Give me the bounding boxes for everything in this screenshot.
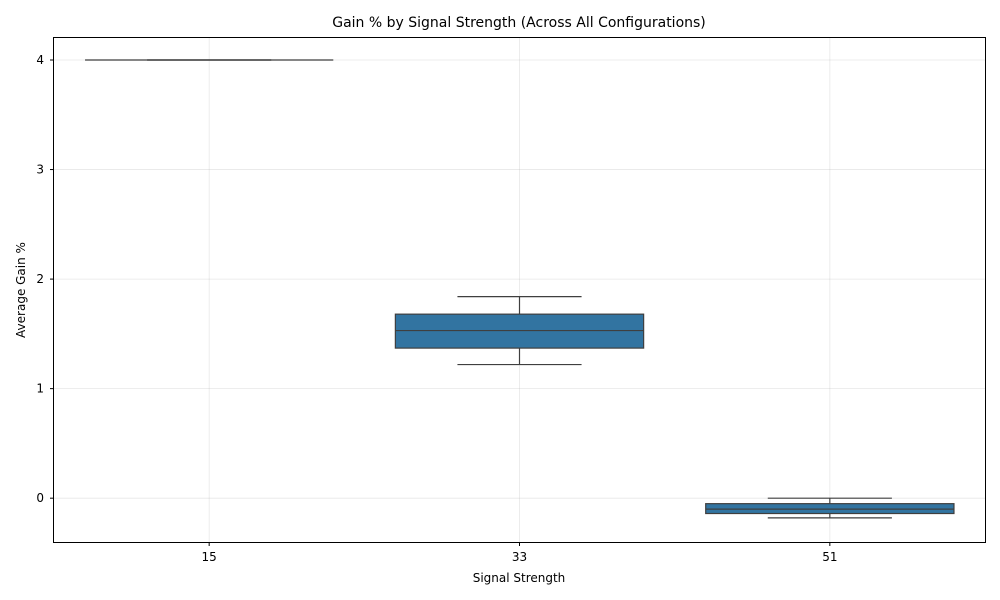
box-51: [705, 497, 955, 519]
y-tick-label: 0: [36, 491, 44, 505]
x-tick-label: 51: [822, 550, 837, 564]
x-axis-label: Signal Strength: [473, 571, 566, 585]
grid: [54, 37, 985, 542]
x-tick-label: 15: [202, 550, 217, 564]
chart-title: Gain % by Signal Strength (Across All Co…: [332, 15, 706, 31]
y-tick-label: 1: [36, 382, 44, 396]
y-tick-label: 4: [36, 53, 44, 67]
y-tick-label: 2: [36, 272, 44, 286]
y-axis-ticks: 0 1 2 3 4: [36, 53, 54, 505]
x-tick-label: 33: [512, 550, 527, 564]
box-33: [394, 296, 645, 366]
y-tick-label: 3: [36, 163, 44, 177]
y-axis-label: Average Gain %: [14, 242, 28, 338]
x-axis-ticks: 15 33 51: [202, 542, 837, 564]
boxes: [85, 59, 955, 519]
